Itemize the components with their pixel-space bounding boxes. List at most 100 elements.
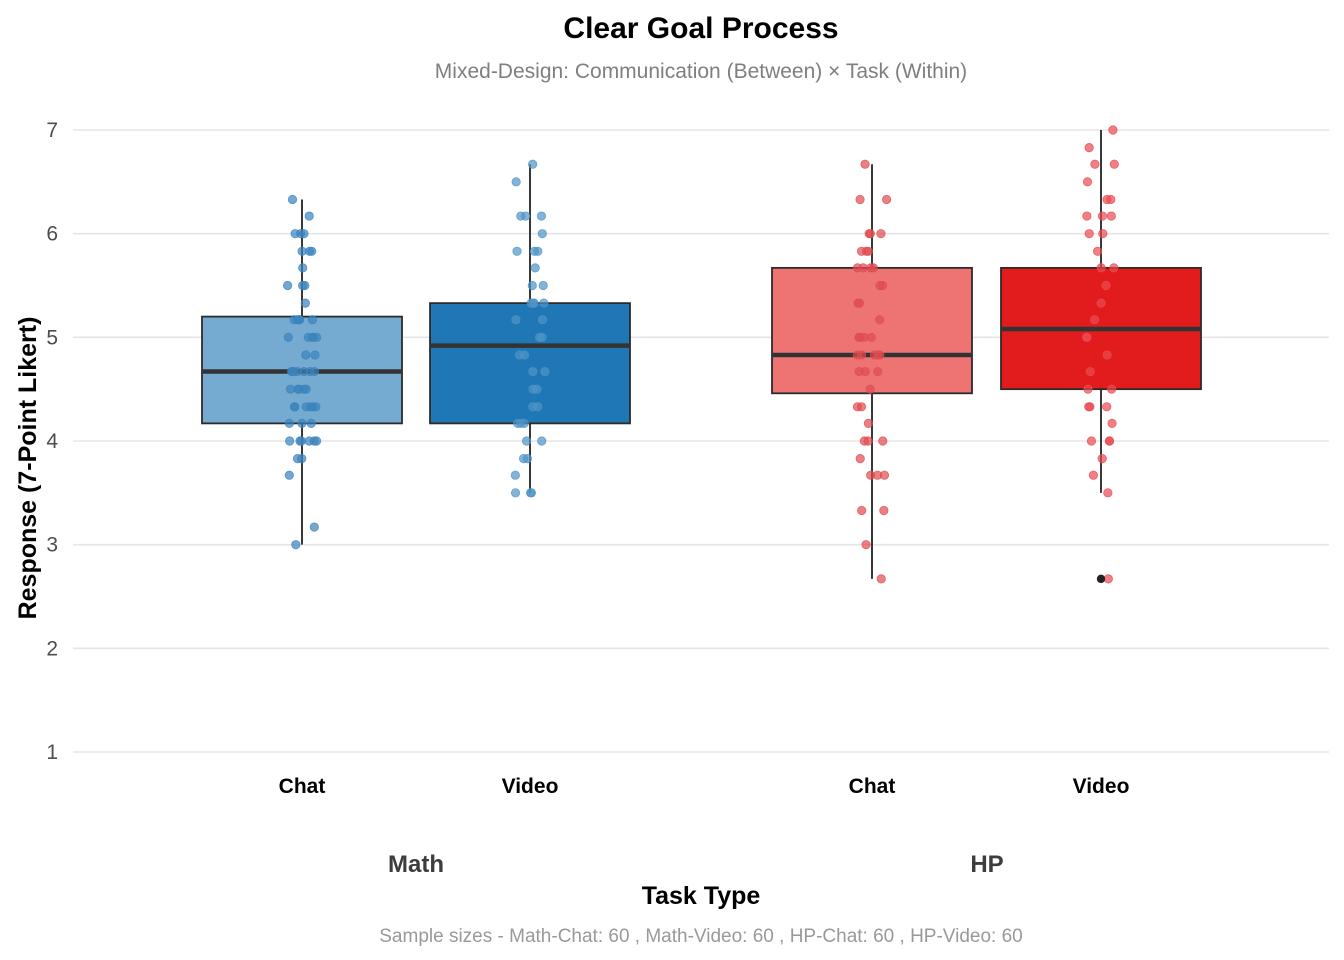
data-point <box>855 194 865 205</box>
data-point <box>1098 229 1108 239</box>
facet-labels: Math HP <box>388 851 1004 878</box>
outlier-point <box>1096 574 1106 584</box>
data-point <box>1089 315 1100 325</box>
data-point <box>876 574 886 584</box>
chart-title: Clear Goal Process <box>563 12 838 45</box>
data-point <box>284 470 294 480</box>
data-point <box>875 280 885 291</box>
data-point <box>1103 574 1113 584</box>
data-point <box>296 436 307 446</box>
data-point <box>307 332 318 342</box>
data-point <box>1107 418 1117 428</box>
data-point <box>516 211 526 221</box>
data-point <box>297 246 307 256</box>
box-plots <box>201 125 1202 584</box>
data-point <box>289 315 299 325</box>
data-point <box>298 263 308 273</box>
data-point <box>297 418 307 428</box>
data-point <box>873 366 883 377</box>
data-point <box>513 418 523 428</box>
data-point <box>1084 143 1094 153</box>
data-point <box>527 280 537 291</box>
data-point <box>878 436 888 446</box>
data-point <box>1090 159 1100 169</box>
data-point <box>525 488 536 498</box>
data-point <box>539 298 549 308</box>
data-point <box>1104 436 1115 446</box>
data-point <box>528 159 538 169</box>
data-point <box>882 194 892 205</box>
data-point <box>860 159 870 169</box>
x-tick-label: Chat <box>849 775 896 798</box>
data-point <box>528 366 538 377</box>
gridlines <box>73 129 1329 753</box>
data-point <box>510 470 520 480</box>
data-point <box>858 263 868 273</box>
facet-label-hp: HP <box>970 851 1003 878</box>
data-point <box>854 366 864 377</box>
data-point <box>309 436 319 446</box>
data-point <box>304 211 314 221</box>
data-point <box>537 332 547 342</box>
data-point <box>287 194 298 205</box>
y-tick-label: 6 <box>46 223 58 246</box>
data-point <box>1082 177 1093 187</box>
data-point <box>537 229 547 239</box>
data-point <box>1107 384 1117 394</box>
x-tick-label: Chat <box>279 775 326 798</box>
box-math-chat <box>201 194 403 550</box>
data-point <box>511 177 521 187</box>
data-point <box>530 263 540 273</box>
data-point <box>1092 246 1103 256</box>
y-tick-label: 2 <box>46 637 58 660</box>
data-point <box>857 505 867 516</box>
y-tick-label: 4 <box>46 430 58 453</box>
data-point <box>1096 298 1106 308</box>
data-point <box>290 229 300 239</box>
data-point <box>306 418 316 428</box>
data-point <box>283 332 293 342</box>
data-point <box>1096 263 1106 273</box>
data-point <box>865 384 875 394</box>
data-point <box>1106 194 1116 205</box>
data-point <box>533 246 543 256</box>
data-point <box>1108 125 1118 135</box>
data-point <box>1109 263 1119 273</box>
data-point <box>521 436 532 446</box>
y-axis-title: Response (7-Point Likert) <box>14 317 42 620</box>
data-point <box>1103 488 1113 498</box>
data-point <box>282 280 293 291</box>
data-point <box>1086 436 1097 446</box>
data-point <box>301 402 311 412</box>
data-point <box>299 366 309 377</box>
data-point <box>1097 211 1108 221</box>
data-point <box>864 229 874 239</box>
x-axis-title: Task Type <box>642 882 761 910</box>
data-point <box>300 280 310 291</box>
data-point <box>855 454 865 464</box>
data-point <box>1097 454 1107 464</box>
box-hp-video <box>1000 125 1202 584</box>
y-tick-label: 7 <box>46 119 58 142</box>
data-point <box>290 402 300 412</box>
box-math-video <box>429 159 631 498</box>
data-point <box>300 298 310 308</box>
data-point <box>856 350 867 360</box>
y-tick-labels: 1 2 3 4 5 6 7 <box>46 119 58 764</box>
data-point <box>309 366 319 377</box>
data-point <box>859 436 869 446</box>
data-point <box>285 436 295 446</box>
data-point <box>1101 280 1111 291</box>
data-point <box>291 540 301 550</box>
y-tick-label: 3 <box>46 534 58 557</box>
data-point <box>875 315 885 325</box>
data-point <box>1109 159 1119 169</box>
data-point <box>1106 211 1116 221</box>
data-point <box>309 522 319 532</box>
data-point <box>307 315 318 325</box>
data-point <box>1082 332 1092 342</box>
facet-label-math: Math <box>388 851 444 878</box>
data-point <box>1083 384 1093 394</box>
data-point <box>872 470 883 480</box>
